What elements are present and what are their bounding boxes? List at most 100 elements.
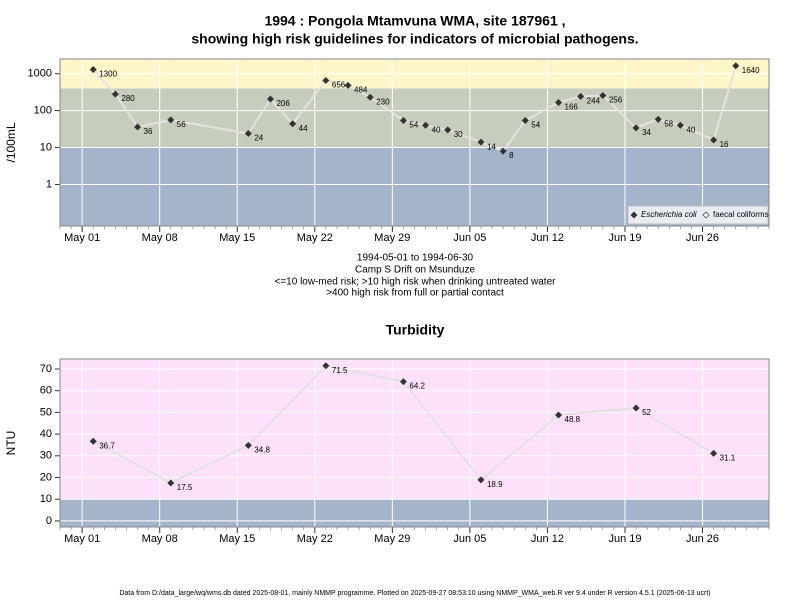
data-point [344, 81, 352, 89]
y-tick-label: 40 [40, 428, 52, 440]
data-point [289, 120, 297, 128]
data-point [366, 93, 374, 101]
data-label: 14 [487, 142, 496, 151]
plot-frame [59, 358, 770, 528]
x-tick-label: May 22 [297, 533, 333, 545]
data-point [111, 90, 119, 98]
data-point [599, 92, 607, 100]
data-point [555, 98, 563, 106]
data-point [167, 479, 175, 487]
footer: Data from D:/data_large/wq/wms.db dated … [119, 590, 710, 597]
data-label: 24 [254, 134, 263, 143]
x-tick-label: Jun 12 [531, 533, 564, 545]
data-point [477, 138, 485, 146]
data-point [266, 95, 274, 103]
legend-marker [630, 211, 638, 219]
x-tick-label: Jun 26 [686, 533, 719, 545]
data-label: 30 [454, 130, 463, 139]
note: 1994-05-01 to 1994-06-30 [357, 253, 474, 264]
data-point [167, 116, 175, 124]
y-tick-label: 100 [34, 105, 52, 117]
data-point [89, 437, 97, 445]
x-tick-label: Jun 05 [453, 232, 486, 244]
data-label: 244 [587, 96, 601, 105]
y-axis-title: NTU [4, 431, 18, 456]
x-tick-label: May 08 [142, 533, 178, 545]
data-label: 36 [144, 127, 153, 136]
x-tick-label: Jun 05 [453, 533, 486, 545]
data-label: 52 [642, 408, 651, 417]
x-tick-label: May 29 [374, 232, 410, 244]
y-tick-label: 50 [40, 406, 52, 418]
y-tick-label: 1 [46, 178, 52, 190]
data-point [322, 76, 330, 84]
x-tick-label: May 01 [64, 232, 100, 244]
data-label: 58 [664, 119, 673, 128]
data-point [632, 124, 640, 132]
y-tick-label: 10 [40, 141, 52, 153]
data-label: 1640 [742, 66, 760, 75]
y-tick-label: 70 [40, 363, 52, 375]
y-tick-label: 0 [46, 515, 52, 527]
x-tick-label: Jun 19 [608, 232, 641, 244]
legend-label: faecal coliforms [713, 210, 769, 219]
data-point [244, 441, 252, 449]
y-tick-label: 10 [40, 493, 52, 505]
note: Camp S Drift on Msunduze [355, 265, 475, 276]
data-label: 484 [354, 85, 368, 94]
data-label: 71.5 [332, 366, 348, 375]
data-label: 17.5 [177, 483, 193, 492]
data-point [134, 123, 142, 131]
data-point [499, 147, 507, 155]
y-tick-label: 30 [40, 450, 52, 462]
risk-band [60, 499, 769, 527]
data-point [632, 404, 640, 412]
data-label: 166 [565, 103, 579, 112]
note: <=10 low-med risk; >10 high risk when dr… [275, 277, 557, 288]
y-axis-title: /100mL [4, 122, 18, 162]
data-label: 54 [409, 121, 418, 130]
data-label: 16 [720, 140, 729, 149]
data-label: 40 [686, 125, 695, 134]
x-tick-label: May 15 [219, 232, 255, 244]
legend-label: Escherichia coli [641, 210, 697, 219]
data-label: 1300 [99, 70, 117, 79]
data-label: 34.8 [254, 445, 270, 454]
data-point [477, 476, 485, 484]
data-point [89, 65, 97, 73]
data-point [422, 121, 430, 129]
data-point [399, 378, 407, 386]
data-label: 256 [609, 96, 623, 105]
data-label: 18.9 [487, 480, 503, 489]
x-tick-label: May 01 [64, 533, 100, 545]
data-point [555, 411, 563, 419]
data-point [710, 449, 718, 457]
x-tick-label: May 08 [142, 232, 178, 244]
data-point [676, 121, 684, 129]
data-point [577, 92, 585, 100]
data-label: 40 [432, 125, 441, 134]
legend-box [627, 205, 769, 225]
data-label: 48.8 [565, 415, 581, 424]
y-tick-label: 60 [40, 385, 52, 397]
chart-subtitle: showing high risk guidelines for indicat… [191, 31, 638, 47]
risk-band [60, 88, 769, 148]
data-point [732, 62, 740, 70]
chart-title: 1994 : Pongola Mtamvuna WMA, site 187961… [264, 13, 565, 29]
data-label: 206 [276, 99, 290, 108]
y-tick-label: 1000 [28, 68, 52, 80]
x-tick-label: May 15 [219, 533, 255, 545]
data-point [399, 116, 407, 124]
risk-band [60, 359, 769, 500]
data-label: 656 [332, 81, 346, 90]
data-label: 44 [299, 124, 308, 133]
data-point [444, 126, 452, 134]
chart-title: Turbidity [386, 322, 445, 338]
data-label: 64.2 [409, 382, 425, 391]
x-tick-label: May 22 [297, 232, 333, 244]
data-label: 31.1 [720, 454, 736, 463]
x-tick-label: May 29 [374, 533, 410, 545]
data-label: 230 [376, 97, 390, 106]
data-label: 8 [509, 151, 514, 160]
